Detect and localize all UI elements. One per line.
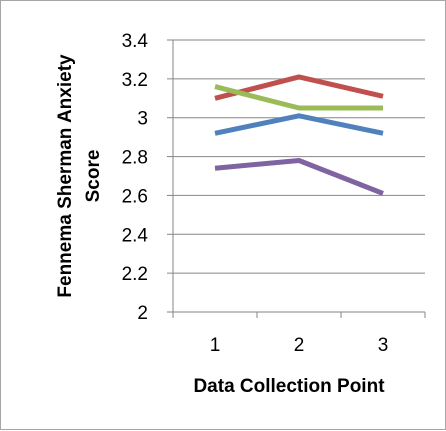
y-tick-label: 3 (137, 109, 148, 130)
y-tick-label: 2 (137, 303, 148, 324)
axes (167, 39, 426, 318)
y-tick-label: 2.6 (122, 186, 148, 207)
x-axis-title: Data Collection Point (193, 376, 385, 397)
series-line-1 (214, 113, 384, 136)
y-axis-title-line-1: Fennema Sherman Anxiety (55, 54, 76, 298)
y-tick-label: 2.4 (122, 225, 149, 246)
y-axis-title: Fennema Sherman Anxiety Score (55, 54, 104, 298)
x-tick-label: 3 (378, 335, 389, 356)
y-tick-label: 3.4 (122, 31, 149, 52)
series-line-4 (214, 158, 384, 196)
y-tick-label: 2.8 (122, 148, 148, 169)
series-lines (214, 74, 384, 196)
y-tick-label: 3.2 (122, 70, 148, 91)
x-tick-labels: 1 2 3 (210, 335, 389, 356)
x-tick-label: 2 (294, 335, 305, 356)
y-axis-title-line-2: Score (83, 150, 104, 203)
y-tick-label: 2.2 (122, 264, 148, 285)
y-tick-labels: 2 2.2 2.4 2.6 2.8 3 3.2 3.4 (122, 31, 149, 324)
series-line-3 (214, 84, 383, 111)
x-tick-label: 1 (210, 335, 221, 356)
